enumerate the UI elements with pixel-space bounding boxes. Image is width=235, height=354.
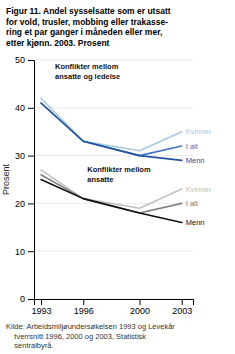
chart: Figur 11. Andel sysselsatte som er utsat… <box>0 0 235 354</box>
y-axis-line <box>28 61 35 300</box>
y-tick: 30 <box>15 151 34 161</box>
y-tick-label: 10 <box>15 247 25 257</box>
line <box>41 103 182 160</box>
x-tick: 1996 <box>74 299 94 316</box>
source: Kilde: Arbeidsmiljøundersøkelsen 1993 og… <box>6 322 175 350</box>
y-tick: 50 <box>15 55 34 65</box>
x-axis: 1993 1996 2000 2003 <box>32 299 194 316</box>
y-tick-mark <box>28 299 34 300</box>
y-tick-mark <box>28 203 34 204</box>
y-tick: 10 <box>15 247 34 257</box>
x-axis-line <box>35 300 194 306</box>
x-tick-mark <box>182 299 183 305</box>
y-tick-label: 50 <box>15 55 25 65</box>
x-tick-label: 2003 <box>172 306 192 316</box>
series-label: Menn <box>186 218 205 227</box>
y-tick: 40 <box>15 103 34 113</box>
grid <box>34 60 193 299</box>
lines <box>41 98 182 222</box>
grid-line <box>34 107 193 108</box>
grid-line <box>34 155 193 156</box>
series-label: I alt <box>186 142 199 151</box>
line <box>41 180 182 223</box>
x-tick-label: 1996 <box>74 306 94 316</box>
annotation: Konflikter mellomansatte og ledelse <box>55 62 120 81</box>
x-tick-mark <box>83 299 84 305</box>
series-label: Kvinner <box>186 185 212 194</box>
y-tick-label: 30 <box>15 151 25 161</box>
annotation: Konflikter mellomansatte <box>87 165 151 184</box>
y-axis-title: Prosent <box>1 163 11 195</box>
y-tick-label: 20 <box>15 199 25 209</box>
y-tick: 20 <box>15 199 34 209</box>
y-tick: 0 <box>20 294 34 304</box>
x-tick-label: 1993 <box>32 306 52 316</box>
line <box>41 175 182 213</box>
x-tick-mark <box>41 299 42 305</box>
y-tick-mark <box>28 60 34 61</box>
y-tick-label: 0 <box>20 294 25 304</box>
x-tick: 2000 <box>130 299 150 316</box>
series-label: Kvinner <box>186 127 212 136</box>
series-label: Menn <box>186 156 205 165</box>
y-axis: 0 10 20 30 40 50 <box>15 55 35 304</box>
x-tick: 1993 <box>32 299 52 316</box>
grid-line <box>34 60 193 61</box>
line <box>41 98 182 151</box>
y-tick-label: 40 <box>15 103 25 113</box>
x-tick-label: 2000 <box>130 306 150 316</box>
series-labels: Kvinner I alt Menn Kvinner I alt Menn <box>186 127 212 227</box>
title: Figur 11. Andel sysselsatte som er utsat… <box>6 6 171 48</box>
y-tick-mark <box>28 108 34 109</box>
y-tick-mark <box>28 251 34 252</box>
x-tick-mark <box>140 299 141 305</box>
y-tick-mark <box>28 156 34 157</box>
plot-area: 0 10 20 30 40 50 1993 1996 2000 2003 Kvinner I alt M… <box>15 55 212 316</box>
x-tick: 2003 <box>172 299 192 316</box>
grid-line <box>34 251 193 252</box>
series-label: I alt <box>186 199 199 208</box>
